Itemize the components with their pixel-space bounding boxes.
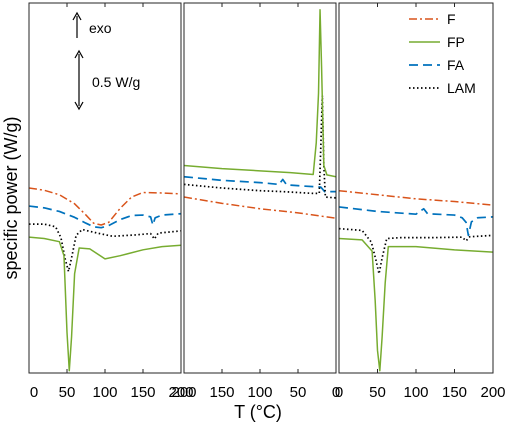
series-line-lam [29,223,181,273]
scale-label: 0.5 W/g [92,74,140,90]
x-tick-label: 200 [168,384,193,401]
x-tick-label: 100 [247,384,272,401]
series-line-f [29,187,181,226]
panel-frame [28,2,182,374]
series-line-fa [184,175,336,193]
x-tick-label: 150 [209,384,234,401]
x-tick-label: 200 [480,384,505,401]
series-line-fp [339,237,493,372]
exo-arrow-head [72,11,82,21]
x-tick-label: 0 [30,384,38,401]
x-tick-label: 50 [369,384,386,401]
panel-heating-2: 0 50 100 150 200 [335,2,506,401]
x-tick-label: 100 [403,384,428,401]
y-axis-label: specific power (W/g) [1,116,21,279]
legend-label-lam: LAM [447,80,476,96]
x-tick-label: 100 [92,384,117,401]
panel-frame [338,2,494,374]
panel-series [339,189,493,372]
series-line-f [184,196,336,219]
x-tick-label: 150 [130,384,155,401]
labels-layer: specific power (W/g) T (°C) [1,116,282,422]
annotation-layer: exo 0.5 W/g [72,11,140,111]
legend-label-fa: FA [447,57,465,73]
x-axis-label: T (°C) [234,402,282,422]
x-tick-label: 0 [332,384,340,401]
scale-bar-bottom-head [74,101,84,111]
legend: F FP FA LAM [409,11,476,96]
x-tick-label: 150 [442,384,467,401]
legend-label-fp: FP [447,34,465,50]
x-tick-label: 200 [171,384,196,401]
scale-bar-top-head [74,49,84,59]
x-tick-label: 0 [335,384,343,401]
series-line-fa [29,205,181,229]
x-tick-label: 50 [290,384,307,401]
legend-label-f: F [447,11,456,27]
panel-series [29,187,181,372]
x-tick-label: 50 [59,384,76,401]
panel-heating-1: 0 50 100 150 200 [28,2,194,401]
series-line-fp [184,9,336,178]
panel-cooling: 200 150 100 50 0 [171,2,340,401]
series-line-f [339,189,493,206]
series-line-fp [29,236,181,372]
series-line-fa [339,206,493,237]
exo-label: exo [89,20,112,36]
panel-series [184,9,336,219]
panel-frame [183,2,337,374]
